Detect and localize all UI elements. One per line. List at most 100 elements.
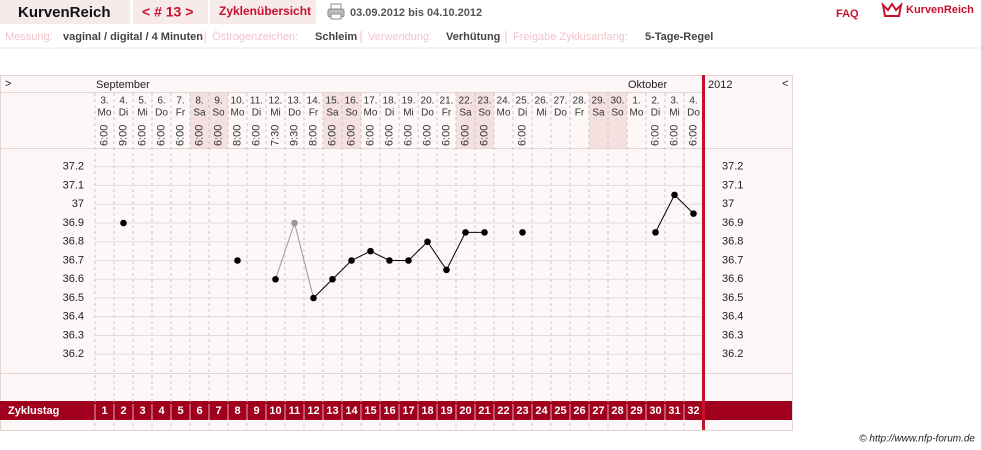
date-label: 6. [157, 96, 165, 107]
date-label: 15. [326, 96, 340, 107]
cycle-nav-box [133, 0, 208, 24]
x-tick-label: 20 [459, 405, 471, 417]
year: 2012 [708, 79, 732, 91]
weekday-label: Fr [309, 108, 319, 119]
x-tick-label: 30 [649, 405, 661, 417]
cycle-day-bar [0, 401, 792, 420]
temperature-point [424, 238, 431, 246]
month-label: September [96, 79, 150, 91]
date-label: 13. [288, 96, 302, 107]
x-tick-label: 10 [269, 405, 281, 417]
x-tick-label: 4 [158, 405, 165, 417]
date-label: 27. [554, 96, 568, 107]
info-value: vaginal / digital / 4 Minuten [63, 31, 203, 43]
x-tick-label: 3 [139, 405, 145, 417]
y-tick-label-right: 36.4 [722, 311, 743, 323]
y-tick-label-right: 36.7 [722, 254, 743, 266]
weekday-label: Fr [442, 108, 452, 119]
temperature-point [481, 229, 488, 236]
brand: KurvenReich [18, 4, 111, 21]
date-label: 7. [176, 96, 184, 107]
temperature-point [671, 191, 678, 199]
weekday-label: Fr [176, 108, 186, 119]
date-label: 14. [307, 96, 321, 107]
temperature-point [690, 210, 697, 217]
date-label: 17. [364, 96, 378, 107]
tab-box [210, 0, 316, 24]
x-tick-label: 6 [196, 405, 202, 417]
time-label: 6:00 [136, 125, 148, 146]
y-tick-label: 36.7 [63, 254, 84, 266]
tab[interactable]: Zyklenübersicht [219, 4, 311, 18]
date-label: 9. [214, 96, 222, 107]
x-tick-label: 7 [215, 405, 221, 417]
temperature-point [348, 257, 355, 264]
weekday-label: Di [252, 108, 261, 119]
info-value: Schleim [315, 31, 357, 43]
y-tick-label: 37 [72, 198, 84, 210]
x-tick-label: 18 [421, 405, 433, 417]
y-tick-label: 36.4 [63, 311, 84, 323]
weekend-shade [456, 93, 475, 148]
nav-next[interactable]: > [5, 78, 11, 90]
time-label: 6:00 [421, 125, 433, 146]
faq-link[interactable]: FAQ [836, 8, 859, 20]
date-label: 3. [100, 96, 108, 107]
weekday-label: Sa [193, 108, 206, 119]
y-tick-label-right: 36.5 [722, 292, 743, 304]
date-label: 8. [195, 96, 203, 107]
time-label: 6:00 [250, 125, 262, 146]
y-tick-label: 37.2 [63, 161, 84, 173]
time-label: 6:00 [402, 125, 414, 146]
x-tick-label: 14 [345, 405, 358, 417]
y-tick-label-right: 36.9 [722, 217, 743, 229]
weekday-label: Mi [270, 108, 281, 119]
info-label: Freigabe Zyklusanfang: [513, 31, 628, 43]
x-tick-label: 29 [630, 405, 642, 417]
info-label: Verwendung: [368, 31, 432, 43]
weekday-label: Do [687, 108, 700, 119]
time-label: 9:00 [117, 125, 129, 146]
logo-text[interactable]: KurvenReich [906, 4, 974, 16]
x-tick-label: 12 [307, 405, 319, 417]
date-label: 22. [459, 96, 473, 107]
time-label: 6:00 [174, 125, 186, 146]
info-value: Verhütung [446, 31, 500, 43]
y-tick-label: 36.6 [63, 273, 84, 285]
time-label: 7:30 [269, 125, 281, 146]
print-icon[interactable] [327, 3, 345, 20]
time-label: 6:00 [459, 125, 471, 146]
time-label: 6:00 [364, 125, 376, 146]
temperature-point [386, 257, 393, 264]
weekday-label: Do [421, 108, 434, 119]
x-tick-label: 5 [177, 405, 183, 417]
weekend-shade [190, 93, 209, 148]
y-tick-label: 36.8 [63, 236, 84, 248]
weekend-shade [323, 93, 342, 148]
info-label: Östrogenzeichen: [212, 31, 298, 43]
date-label: 30. [611, 96, 625, 107]
weekday-label: Mo [98, 108, 112, 119]
x-tick-label: 27 [592, 405, 604, 417]
time-label: 6:00 [687, 125, 699, 146]
weekday-label: Mi [536, 108, 547, 119]
cycle-nav[interactable]: < # 13 > [142, 4, 193, 20]
temperature-point [405, 257, 412, 264]
x-tick-label: 21 [478, 405, 490, 417]
x-tick-label: 2 [120, 405, 126, 417]
x-tick-label: 24 [535, 405, 548, 417]
weekday-label: Mo [630, 108, 644, 119]
weekday-label: So [478, 108, 491, 119]
temperature-point [234, 257, 241, 264]
weekend-shade [475, 93, 494, 148]
weekday-label: Do [554, 108, 567, 119]
weekday-label: So [345, 108, 358, 119]
time-label: 6:00 [212, 125, 224, 146]
nav-prev[interactable]: < [782, 78, 788, 90]
temperature-point [462, 229, 469, 236]
time-label: 8:00 [307, 125, 319, 146]
date-label: 5. [138, 96, 146, 107]
month-label: Oktober [628, 79, 667, 91]
